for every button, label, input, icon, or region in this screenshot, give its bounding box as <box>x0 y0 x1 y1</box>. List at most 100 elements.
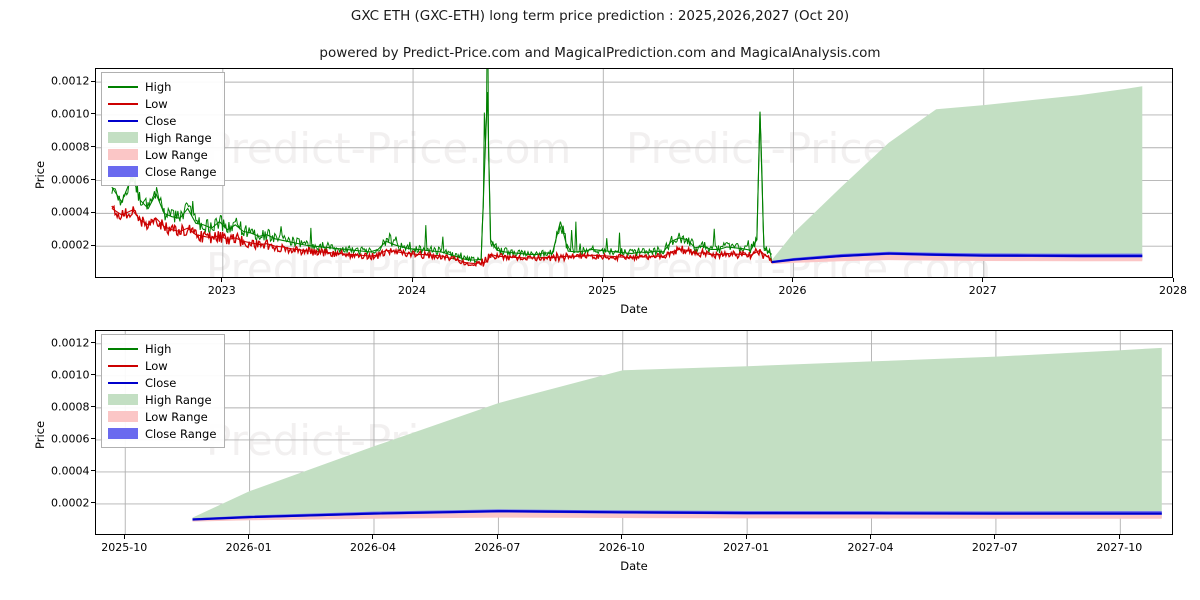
x-tick-mark <box>792 278 794 282</box>
legend-swatch-high-range <box>108 394 138 405</box>
x-tick-label: 2026-07 <box>474 541 521 554</box>
x-tick-label: 2028 <box>1159 284 1187 297</box>
legend-swatch-close-range <box>108 428 138 439</box>
forecast-bands <box>192 347 1162 522</box>
top-legend: High Low Close High Range Low Range Close Ran… <box>101 72 226 186</box>
x-axis-label: Date <box>620 559 648 573</box>
legend-item[interactable]: Close Range <box>108 425 216 442</box>
x-tick-label: 2026 <box>778 284 807 297</box>
y-tick-label: 0.0002 <box>51 496 90 510</box>
x-tick-label: 2025 <box>588 284 617 297</box>
series-high-detail <box>111 69 773 264</box>
x-tick-label: 2023 <box>207 284 236 297</box>
y-tick-mark <box>91 179 95 181</box>
top-plot-area: Predict-Price.com Predict-Price.com Predic… <box>95 68 1173 278</box>
legend-item[interactable]: High <box>108 340 216 357</box>
y-tick-label: 0.0008 <box>51 400 90 414</box>
x-tick-mark <box>1172 278 1174 282</box>
y-tick-mark <box>91 211 95 213</box>
x-axis-label: Date <box>620 302 648 316</box>
x-tick-mark <box>601 278 603 282</box>
legend-label: Low <box>145 358 168 373</box>
legend-item[interactable]: High Range <box>108 391 216 408</box>
legend-label: High <box>145 341 172 356</box>
x-tick-mark <box>372 535 374 539</box>
legend-label: High Range <box>145 130 212 145</box>
data-series <box>192 510 1162 521</box>
x-tick-label: 2027-04 <box>847 541 894 554</box>
x-tick-label: 2025-10 <box>101 541 148 554</box>
x-tick-mark <box>221 278 223 282</box>
legend-swatch-low-range <box>108 149 138 160</box>
y-tick-mark <box>91 80 95 82</box>
y-tick-mark <box>91 113 95 115</box>
x-tick-label: 2027-07 <box>971 541 1018 554</box>
legend-item[interactable]: Low Range <box>108 146 216 163</box>
legend-item[interactable]: Low <box>108 95 216 112</box>
y-tick-label: 0.0006 <box>51 432 90 446</box>
x-tick-mark <box>621 535 623 539</box>
band-low-range <box>192 511 1162 522</box>
top-plot-svg <box>96 69 1172 277</box>
legend-label: Close <box>145 113 177 128</box>
legend-item[interactable]: High <box>108 78 216 95</box>
legend-label: Close Range <box>145 164 217 179</box>
legend-swatch-high-range <box>108 132 138 143</box>
legend-swatch-low-range <box>108 411 138 422</box>
y-tick-label: 0.0004 <box>51 205 90 219</box>
legend-label: High <box>145 79 172 94</box>
x-tick-label: 2027-10 <box>1096 541 1143 554</box>
legend-label: Low Range <box>145 409 208 424</box>
top-chart-panel: Predict-Price.com Predict-Price.com Predic… <box>0 60 1200 316</box>
data-series <box>111 69 1143 267</box>
x-tick-label: 2027-01 <box>723 541 770 554</box>
legend-swatch-high <box>108 81 138 93</box>
x-tick-label: 2026-10 <box>598 541 645 554</box>
x-tick-label: 2024 <box>398 284 427 297</box>
x-tick-mark <box>496 535 498 539</box>
legend-swatch-close-range <box>108 166 138 177</box>
x-tick-mark <box>123 535 125 539</box>
y-tick-mark <box>91 342 95 344</box>
forecast-bands <box>771 86 1143 265</box>
legend-item[interactable]: Low Range <box>108 408 216 425</box>
legend-item[interactable]: Close <box>108 374 216 391</box>
y-tick-mark <box>91 470 95 472</box>
band-high-range <box>192 347 1162 522</box>
y-tick-label: 0.0002 <box>51 238 90 252</box>
y-tick-mark <box>91 438 95 440</box>
legend-swatch-close <box>108 115 138 127</box>
legend-item[interactable]: Low <box>108 357 216 374</box>
y-tick-label: 0.0006 <box>51 173 90 187</box>
y-axis-label: Price <box>33 420 47 449</box>
series-low <box>111 207 772 264</box>
legend-label: Close Range <box>145 426 217 441</box>
band-high-range <box>771 86 1143 264</box>
legend-item[interactable]: Close <box>108 112 216 129</box>
bottom-plot-svg <box>96 331 1172 534</box>
x-tick-mark <box>982 278 984 282</box>
y-tick-label: 0.0008 <box>51 140 90 154</box>
series-close <box>771 252 1143 264</box>
y-tick-mark <box>91 374 95 376</box>
legend-label: Close <box>145 375 177 390</box>
y-tick-label: 0.0004 <box>51 464 90 478</box>
y-tick-mark <box>91 146 95 148</box>
page-title: GXC ETH (GXC-ETH) long term price predic… <box>350 8 850 24</box>
legend-item[interactable]: High Range <box>108 129 216 146</box>
legend-swatch-close <box>108 377 138 389</box>
y-tick-label: 0.0012 <box>51 74 90 88</box>
legend-label: Low <box>145 96 168 111</box>
legend-item[interactable]: Close Range <box>108 163 216 180</box>
y-tick-mark <box>91 502 95 504</box>
x-tick-label: 2026-04 <box>350 541 396 554</box>
page-subtitle: powered by Predict-Price.com and Magical… <box>319 45 881 61</box>
legend-swatch-low <box>108 360 138 372</box>
y-tick-label: 0.0012 <box>51 336 90 350</box>
series-close <box>192 510 1162 521</box>
x-tick-label: 2027 <box>968 284 997 297</box>
y-tick-mark <box>91 244 95 246</box>
legend-swatch-high <box>108 343 138 355</box>
